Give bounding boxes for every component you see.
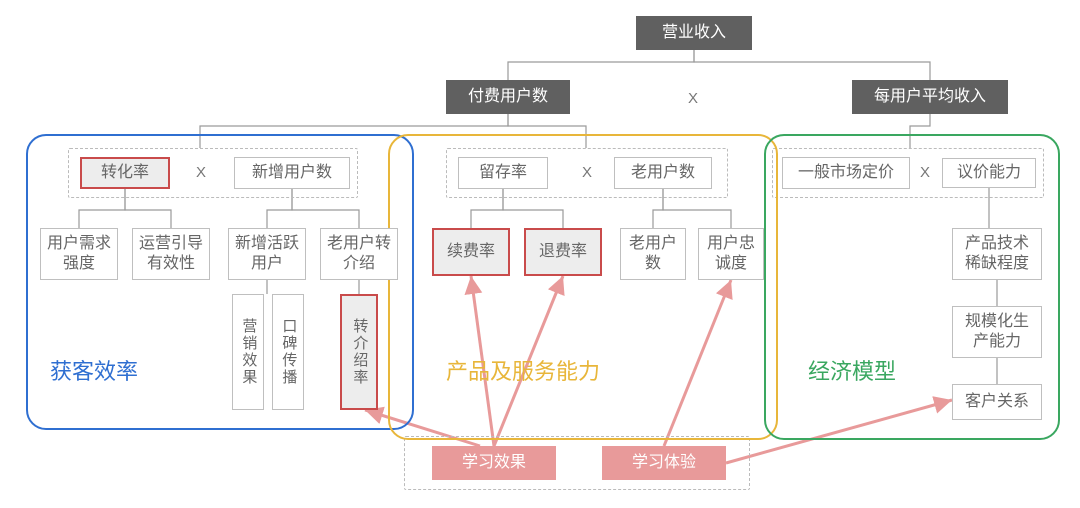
- node-newu: 新增用户数: [234, 157, 350, 189]
- node-refrate: 转介绍率: [340, 294, 378, 410]
- multiply-marker: X: [688, 90, 698, 107]
- multiply-marker: X: [196, 164, 206, 181]
- node-opguide: 运营引导有效性: [132, 228, 210, 280]
- node-mkt: 营销效果: [232, 294, 264, 410]
- node-root: 营业收入: [636, 16, 752, 50]
- multiply-marker: X: [582, 164, 592, 181]
- node-renew: 续费率: [432, 228, 510, 276]
- node-newact: 新增活跃用户: [228, 228, 306, 280]
- node-referral: 老用户转介绍: [320, 228, 398, 280]
- tree-edge: [508, 50, 694, 80]
- tree-edge: [694, 50, 930, 80]
- node-learn_x: 学习体验: [602, 446, 726, 480]
- node-loyal: 用户忠诚度: [698, 228, 764, 280]
- node-learn_e: 学习效果: [432, 446, 556, 480]
- node-price: 一般市场定价: [782, 157, 910, 189]
- node-arpu: 每用户平均收入: [852, 80, 1008, 114]
- multiply-marker: X: [920, 164, 930, 181]
- node-oldu: 老用户数: [614, 157, 712, 189]
- node-crm: 客户关系: [952, 384, 1042, 420]
- diagram-stage: 获客效率产品及服务能力经济模型XXXX营业收入付费用户数每用户平均收入转化率新增…: [0, 0, 1080, 508]
- lbl-green: 经济模型: [808, 354, 896, 386]
- lbl-yellow: 产品及服务能力: [446, 354, 600, 386]
- node-need: 用户需求强度: [40, 228, 118, 280]
- node-paying: 付费用户数: [446, 80, 570, 114]
- node-scarce: 产品技术稀缺程度: [952, 228, 1042, 280]
- lbl-blue: 获客效率: [50, 354, 138, 386]
- node-retain: 留存率: [458, 157, 548, 189]
- node-conv: 转化率: [80, 157, 170, 189]
- node-bargain: 议价能力: [942, 158, 1036, 188]
- node-oldu2: 老用户数: [620, 228, 686, 280]
- node-wom: 口碑传播: [272, 294, 304, 410]
- node-scale: 规模化生产能力: [952, 306, 1042, 358]
- node-refund: 退费率: [524, 228, 602, 276]
